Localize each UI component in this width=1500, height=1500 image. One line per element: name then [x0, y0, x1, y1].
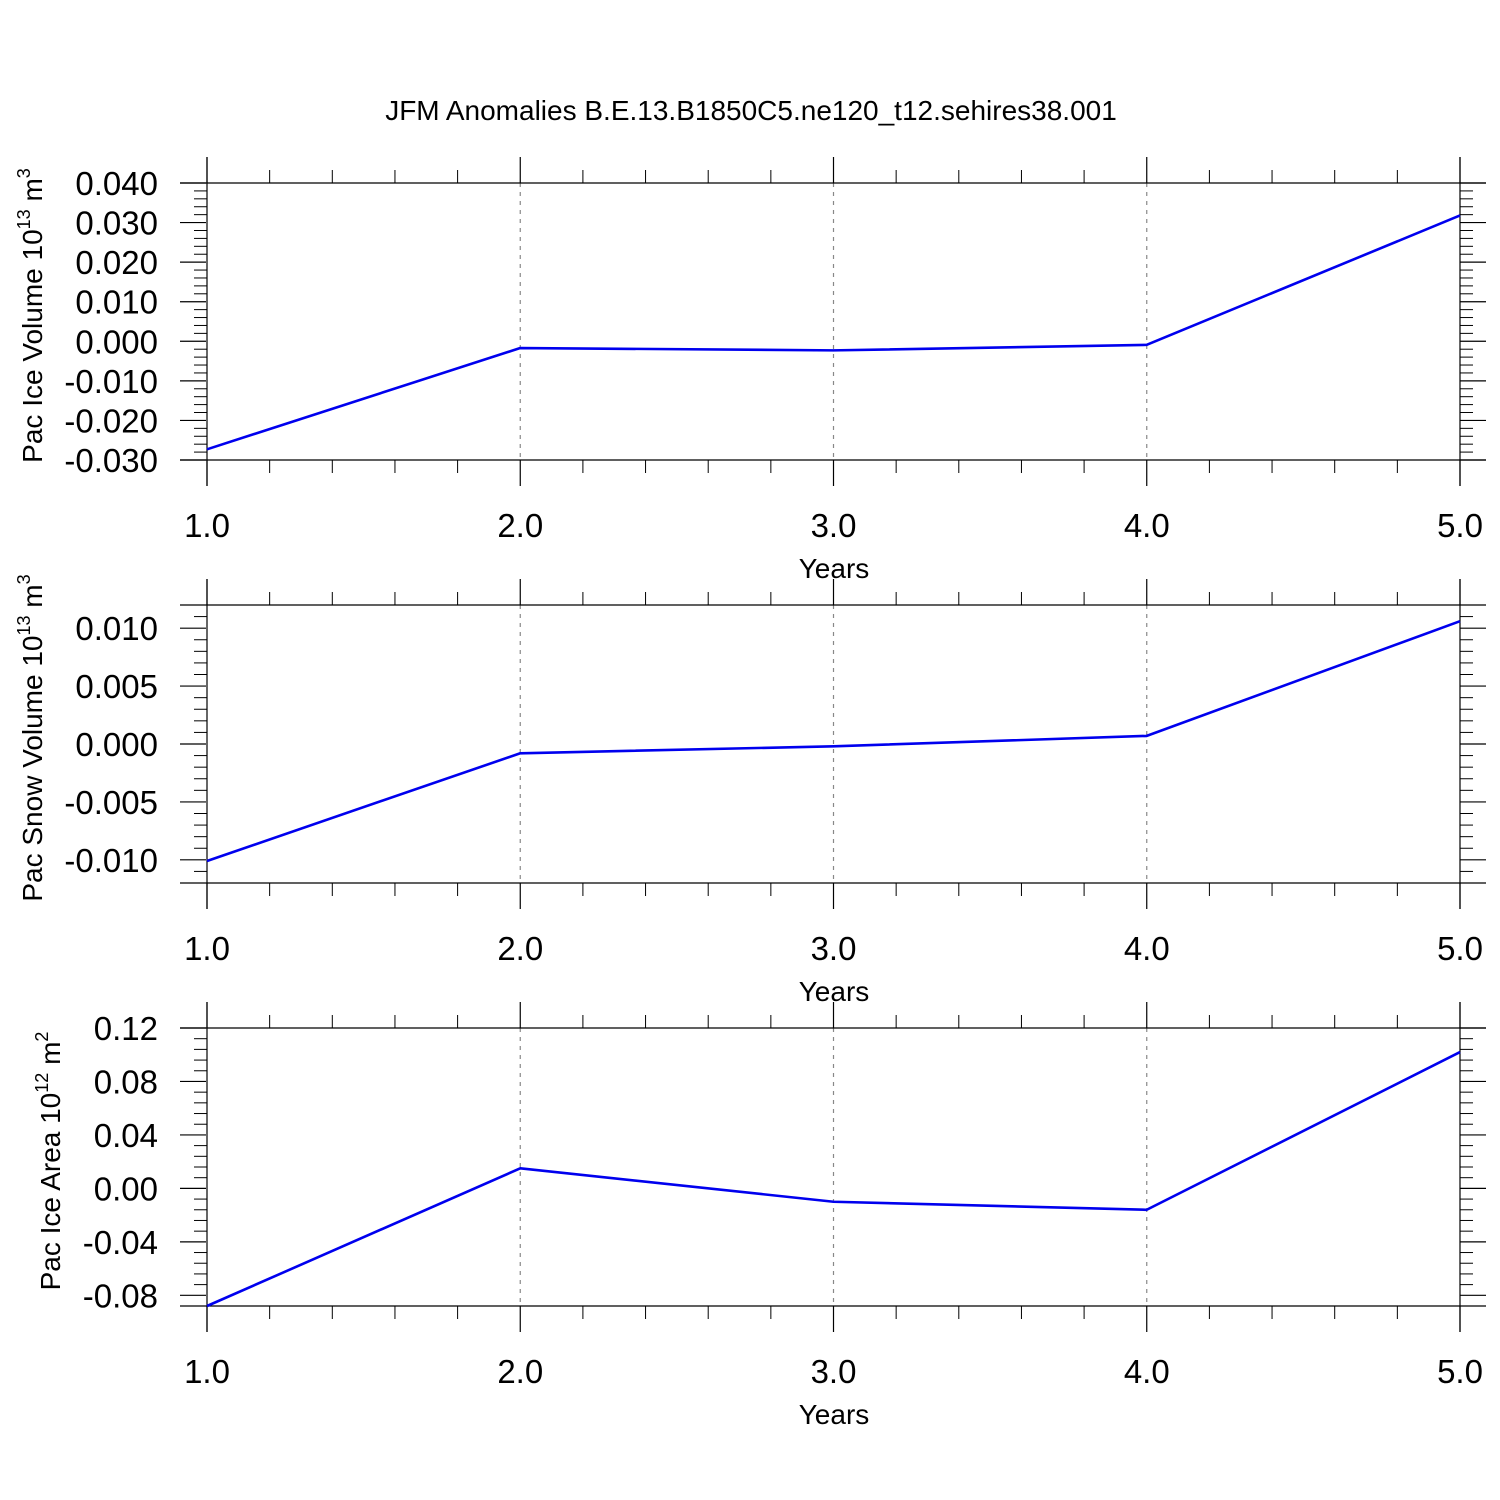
y-tick-label: -0.010 [64, 842, 158, 879]
x-tick-label: 2.0 [497, 507, 543, 544]
y-axis-title: Pac Ice Area 1012 m2 [32, 1032, 66, 1291]
x-axis-title: Years [799, 553, 870, 584]
y-tick-label: 0.000 [75, 726, 158, 763]
y-tick-label: 0.04 [94, 1117, 158, 1154]
y-axis-title-superscript: 2 [32, 1032, 52, 1042]
y-axis-title-part: Pac Snow Volume 10 [17, 635, 48, 901]
y-tick-label: -0.005 [64, 784, 158, 821]
x-tick-label: 1.0 [184, 507, 230, 544]
x-tick-label: 4.0 [1124, 507, 1170, 544]
y-tick-label: -0.010 [64, 363, 158, 400]
x-tick-label: 5.0 [1437, 507, 1483, 544]
y-axis-title-superscript: 3 [14, 168, 34, 178]
y-axis-title-part: m [35, 1042, 66, 1073]
y-tick-label: 0.005 [75, 668, 158, 705]
y-tick-label: -0.030 [64, 442, 158, 479]
y-axis-title-superscript: 13 [14, 615, 34, 635]
y-tick-label: 0.00 [94, 1170, 158, 1207]
y-tick-label: 0.040 [75, 165, 158, 202]
x-tick-label: 3.0 [811, 1353, 857, 1390]
x-tick-label: 4.0 [1124, 1353, 1170, 1390]
x-tick-label: 2.0 [497, 930, 543, 967]
y-tick-label: 0.030 [75, 205, 158, 242]
figure-title: JFM Anomalies B.E.13.B1850C5.ne120_t12.s… [385, 95, 1117, 126]
x-tick-label: 1.0 [184, 930, 230, 967]
y-tick-label: -0.020 [64, 402, 158, 439]
y-axis-title-superscript: 12 [32, 1073, 52, 1093]
y-axis-title-part: Pac Ice Volume 10 [17, 229, 48, 462]
x-tick-label: 3.0 [811, 507, 857, 544]
y-tick-label: 0.020 [75, 244, 158, 281]
x-tick-label: 5.0 [1437, 1353, 1483, 1390]
y-tick-label: 0.08 [94, 1063, 158, 1100]
y-axis-title-part: m [17, 178, 48, 209]
y-tick-label: -0.04 [83, 1224, 158, 1261]
y-tick-label: 0.010 [75, 610, 158, 647]
x-axis-title: Years [799, 1399, 870, 1430]
y-tick-label: -0.08 [83, 1277, 158, 1314]
x-tick-label: 1.0 [184, 1353, 230, 1390]
y-axis-title-superscript: 3 [14, 574, 34, 584]
x-axis-title: Years [799, 976, 870, 1007]
x-tick-label: 4.0 [1124, 930, 1170, 967]
y-tick-label: 0.000 [75, 323, 158, 360]
y-axis-title: Pac Ice Volume 1013 m3 [14, 168, 48, 463]
y-axis-title-superscript: 13 [14, 209, 34, 229]
x-tick-label: 2.0 [497, 1353, 543, 1390]
y-axis-title-part: Pac Ice Area 10 [35, 1093, 66, 1291]
y-tick-label: 0.12 [94, 1010, 158, 1047]
y-tick-label: 0.010 [75, 284, 158, 321]
y-axis-title: Pac Snow Volume 1013 m3 [14, 574, 48, 901]
chart-panel-1: 1.0 2.0 3.0 4.0 5.0 0.0400.0300.0200.0100.000… [14, 157, 1486, 584]
panels-group: 1.0 2.0 3.0 4.0 5.00.0400.0300.0200.0100.000… [14, 157, 1486, 1430]
chart-panel-2: 1.0 2.0 3.0 4.0 5.0 0.010 0.005 0.000 -0.005 -0.0… [14, 574, 1486, 1007]
x-tick-label: 5.0 [1437, 930, 1483, 967]
y-axis-title-part: m [17, 584, 48, 615]
chart-panel-3: 1.0 2.0 3.0 4.0 5.0 0.12 0.08 0.04 0.00 -0.04 -0.0… [32, 1002, 1486, 1430]
x-tick-label: 3.0 [811, 930, 857, 967]
